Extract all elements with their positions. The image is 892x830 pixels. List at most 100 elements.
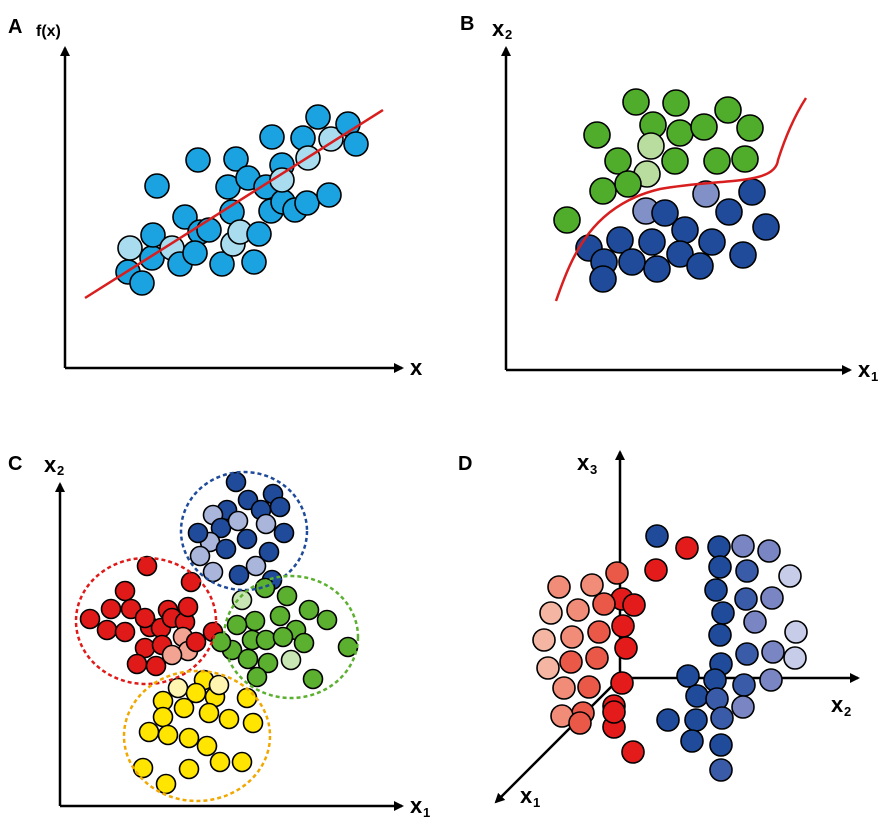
cluster-point xyxy=(187,522,209,544)
cluster-point xyxy=(185,631,207,653)
panel-a-y-axis-label: f(x) xyxy=(36,23,61,40)
3d-point xyxy=(735,642,759,666)
classification-point xyxy=(637,132,665,160)
cluster-ring-blue xyxy=(179,470,309,592)
classification-point xyxy=(618,248,646,276)
cluster-point xyxy=(208,674,230,696)
3d-point xyxy=(708,623,732,647)
3d-point xyxy=(602,700,626,724)
3d-point xyxy=(559,650,583,674)
cluster-point xyxy=(177,596,199,618)
panel-a-x-axis-label: x xyxy=(410,355,423,380)
panel-a: A f(x) x xyxy=(8,16,423,380)
classification-point xyxy=(729,241,757,269)
classification-point xyxy=(698,228,726,256)
cluster-ring-yellow xyxy=(122,669,272,803)
panel-d-z-axis-subscript: 3 xyxy=(590,462,597,477)
3d-point xyxy=(547,575,571,599)
cluster-point xyxy=(227,510,249,532)
cluster-point xyxy=(185,682,207,704)
3d-point xyxy=(587,620,611,644)
3d-point xyxy=(734,587,758,611)
panel-c-points xyxy=(79,471,359,795)
panel-d-y-axis-label: x xyxy=(831,692,844,717)
regression-point xyxy=(185,147,211,173)
cluster-point xyxy=(226,614,248,636)
cluster-point xyxy=(269,496,291,518)
classification-point xyxy=(661,147,689,175)
cluster-point xyxy=(198,702,220,724)
panel-c-y-axis-label: x xyxy=(44,452,57,477)
3d-point xyxy=(707,535,731,559)
cluster-point xyxy=(242,712,264,734)
cluster-point xyxy=(236,687,258,709)
cluster-point xyxy=(215,538,237,560)
regression-point xyxy=(305,104,331,130)
3d-point xyxy=(610,671,634,695)
regression-point xyxy=(223,146,249,172)
panel-a-points xyxy=(115,104,369,296)
3d-point xyxy=(743,610,767,634)
cluster-point xyxy=(136,555,158,577)
regression-point xyxy=(140,222,166,248)
3d-point xyxy=(614,636,638,660)
regression-point xyxy=(316,182,342,208)
3d-point xyxy=(605,561,629,585)
3d-point xyxy=(566,598,590,622)
3d-point xyxy=(552,676,576,700)
cluster-point xyxy=(236,528,258,550)
regression-point xyxy=(182,240,208,266)
panel-d-x-axis xyxy=(494,677,621,804)
classification-point xyxy=(604,147,632,175)
cluster-point xyxy=(228,564,250,586)
cluster-point xyxy=(96,619,118,641)
cluster-point xyxy=(167,677,189,699)
3d-point xyxy=(778,564,802,588)
classification-point xyxy=(731,145,759,173)
panel-b-label: B xyxy=(460,13,474,35)
classification-point xyxy=(738,178,766,206)
3d-point xyxy=(732,673,756,697)
3d-point xyxy=(592,592,616,616)
3d-point xyxy=(711,601,735,625)
cluster-point xyxy=(231,589,253,611)
3d-point xyxy=(784,620,808,644)
3d-point xyxy=(532,628,556,652)
3d-point xyxy=(731,695,755,719)
cluster-point xyxy=(178,727,200,749)
cluster-point xyxy=(302,668,324,690)
3d-point xyxy=(760,586,784,610)
panel-b-y-axis-label: x xyxy=(492,16,505,41)
cluster-point xyxy=(298,599,320,621)
regression-point xyxy=(318,126,344,152)
panel-b-points xyxy=(553,88,780,293)
3d-point xyxy=(676,664,700,688)
panel-a-regression-line xyxy=(84,108,384,300)
cluster-ring-green xyxy=(222,574,360,700)
3d-point xyxy=(656,708,680,732)
panel-c-label: C xyxy=(8,453,22,475)
regression-point xyxy=(246,221,272,247)
cluster-point xyxy=(178,758,200,780)
classification-point xyxy=(714,96,742,124)
cluster-point xyxy=(293,632,315,654)
3d-point xyxy=(536,656,560,680)
cluster-point xyxy=(126,653,148,675)
cluster-point xyxy=(258,541,280,563)
cluster-point xyxy=(225,471,247,493)
classification-point xyxy=(589,265,617,293)
classification-point xyxy=(651,199,679,227)
regression-point xyxy=(209,251,235,277)
panel-d-label: D xyxy=(458,453,472,475)
cluster-point xyxy=(218,708,240,730)
3d-point xyxy=(539,601,563,625)
panel-b-y-axis-subscript: 2 xyxy=(505,27,512,42)
cluster-point xyxy=(280,649,302,671)
panel-c-cluster-rings xyxy=(74,470,360,803)
cluster-point xyxy=(134,607,156,629)
classification-point xyxy=(703,147,731,175)
panel-a-label: A xyxy=(8,16,22,38)
3d-point xyxy=(580,573,604,597)
cluster-point xyxy=(145,655,167,677)
cluster-point xyxy=(245,555,267,577)
